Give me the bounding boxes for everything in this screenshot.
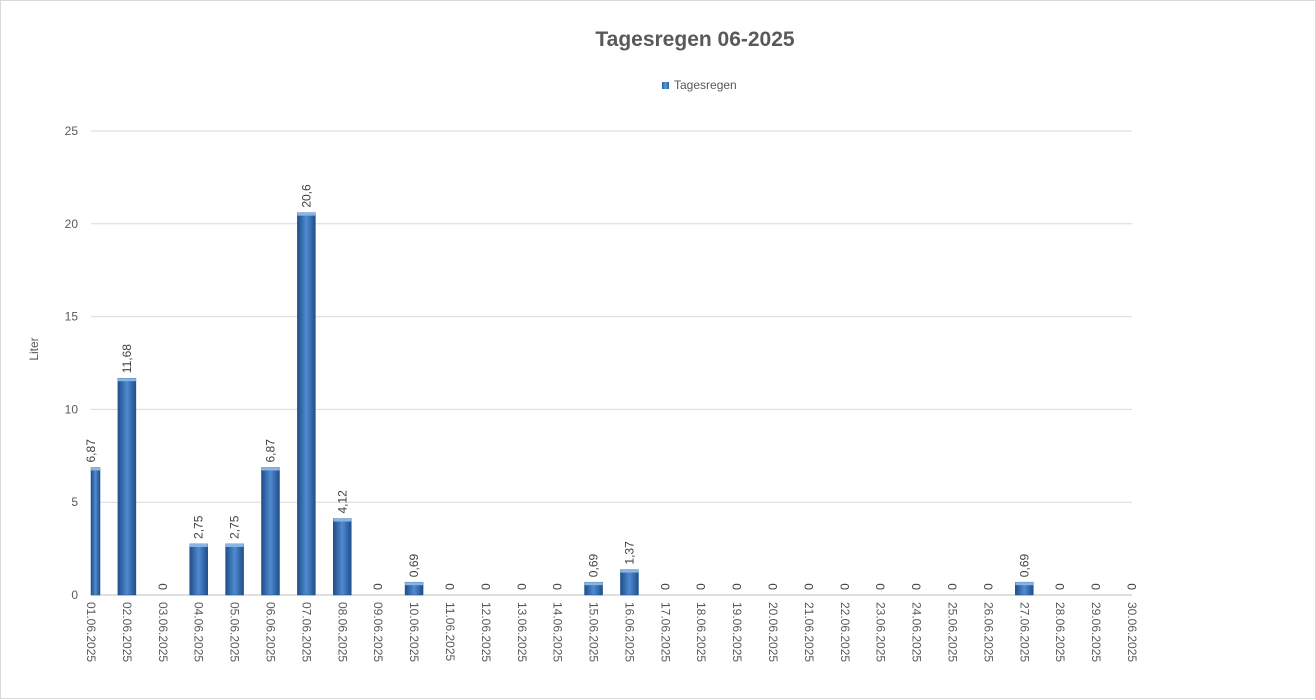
bar (189, 543, 208, 596)
y-tick-label: 5 (71, 495, 78, 509)
data-label: 0 (981, 583, 995, 590)
data-label: 20,6 (299, 184, 313, 208)
x-tick-label: 20.06.2025 (766, 602, 780, 662)
data-label: 2,75 (192, 515, 206, 539)
x-tick-label: 06.06.2025 (263, 602, 277, 662)
data-label: 0 (1053, 583, 1067, 590)
data-label: 0 (730, 583, 744, 590)
data-label: 4,12 (335, 490, 349, 514)
bar-cap (584, 582, 603, 586)
x-tick-label: 29.06.2025 (1089, 602, 1103, 662)
x-tick-label: 14.06.2025 (551, 602, 565, 662)
data-label: 0 (658, 583, 672, 590)
x-tick-label: 03.06.2025 (156, 602, 170, 662)
data-label: 0 (838, 583, 852, 590)
data-label: 0 (479, 583, 493, 590)
y-tick-label: 20 (65, 217, 79, 231)
y-tick-label: 25 (65, 124, 79, 138)
x-tick-label: 12.06.2025 (479, 602, 493, 662)
x-tick-label: 05.06.2025 (228, 602, 242, 662)
bar-cap (297, 212, 316, 216)
y-tick-label: 0 (71, 588, 78, 602)
data-label: 6,87 (84, 439, 98, 463)
bar (620, 569, 639, 596)
data-label: 0 (1089, 583, 1103, 590)
x-tick-label: 18.06.2025 (694, 602, 708, 662)
bar (117, 377, 137, 596)
bar (261, 467, 280, 596)
data-label: 0 (802, 583, 816, 590)
x-tick-label: 30.06.2025 (1125, 602, 1139, 662)
bar-cap (405, 582, 424, 586)
data-label: 0 (946, 583, 960, 590)
bar-cap (1015, 582, 1034, 586)
x-tick-label: 16.06.2025 (622, 602, 636, 662)
data-label: 2,75 (228, 515, 242, 539)
data-label: 0 (551, 583, 565, 590)
legend-swatch (662, 81, 669, 89)
x-tick-label: 26.06.2025 (981, 602, 995, 662)
bar-cap (117, 378, 136, 382)
x-tick-label: 25.06.2025 (946, 602, 960, 662)
data-label: 0 (694, 583, 708, 590)
bar (297, 212, 316, 596)
x-tick-label: 08.06.2025 (335, 602, 349, 662)
bar-cap (189, 543, 208, 547)
chart-title: Tagesregen 06-2025 (595, 28, 795, 51)
x-tick-label: 24.06.2025 (910, 602, 924, 662)
data-label: 1,37 (622, 541, 636, 565)
bar (333, 518, 352, 596)
data-label: 0,69 (587, 554, 601, 578)
data-label: 6,87 (263, 439, 277, 463)
data-label: 0 (156, 583, 170, 590)
legend: Tagesregen (662, 78, 737, 92)
bar-cap (225, 543, 244, 547)
bar-cap (333, 518, 352, 522)
data-label: 0 (766, 583, 780, 590)
y-tick-label: 15 (65, 310, 79, 324)
bar (90, 467, 101, 596)
data-label: 0 (1125, 583, 1139, 590)
x-tick-label: 13.06.2025 (515, 602, 529, 662)
data-label: 0 (443, 583, 457, 590)
x-tick-label: 27.06.2025 (1017, 602, 1031, 662)
x-tick-label: 07.06.2025 (299, 602, 313, 662)
x-tick-label: 23.06.2025 (874, 602, 888, 662)
bar-cap (620, 569, 639, 573)
x-tick-label: 10.06.2025 (407, 602, 421, 662)
x-tick-label: 21.06.2025 (802, 602, 816, 662)
data-label: 0 (874, 583, 888, 590)
bar-cap (261, 467, 280, 471)
x-tick-label: 02.06.2025 (120, 602, 134, 662)
x-tick-label: 17.06.2025 (658, 602, 672, 662)
x-tick-label: 01.06.2025 (84, 602, 98, 662)
data-label: 0 (515, 583, 529, 590)
data-label: 0,69 (407, 554, 421, 578)
x-tick-label: 11.06.2025 (443, 602, 457, 661)
data-label: 11,68 (120, 344, 134, 373)
bar (225, 543, 244, 596)
legend-label: Tagesregen (674, 78, 737, 92)
bar-cap (91, 467, 100, 471)
data-label: 0 (371, 583, 385, 590)
x-tick-label: 15.06.2025 (587, 602, 601, 662)
y-tick-label: 10 (65, 402, 79, 416)
data-label: 0 (910, 583, 924, 590)
x-tick-label: 22.06.2025 (838, 602, 852, 662)
x-tick-label: 09.06.2025 (371, 602, 385, 662)
x-tick-label: 28.06.2025 (1053, 602, 1067, 662)
data-label: 0,69 (1017, 554, 1031, 578)
y-axis-label: Liter (27, 337, 41, 360)
x-tick-label: 19.06.2025 (730, 602, 744, 662)
x-tick-label: 04.06.2025 (192, 602, 206, 662)
